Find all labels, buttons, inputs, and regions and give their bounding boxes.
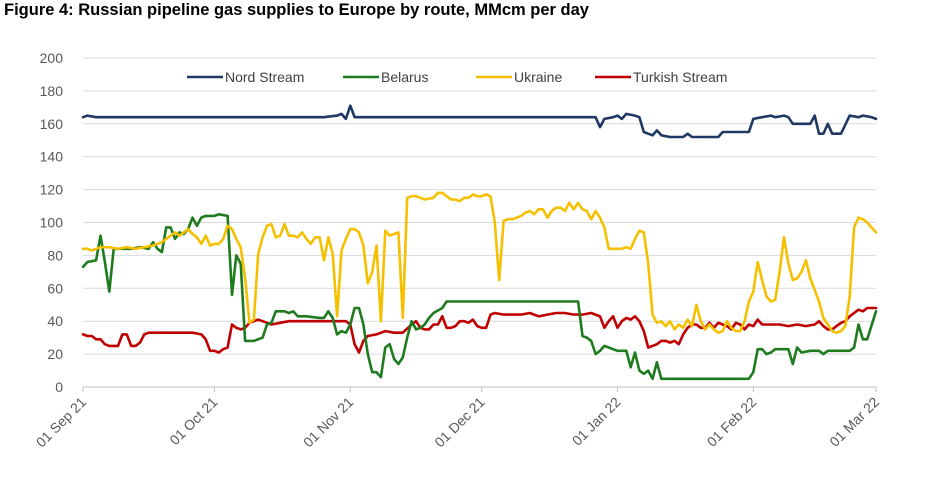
y-tick-label: 20 [47, 346, 63, 362]
x-tick-label: 01 Mar 22 [826, 394, 882, 450]
y-tick-label: 200 [40, 50, 64, 66]
legend-label: Ukraine [514, 69, 562, 85]
legend-label: Belarus [381, 69, 428, 85]
legend: Nord Stream Belarus Ukraine Turkish Stream [187, 69, 727, 85]
y-tick-label: 140 [40, 149, 64, 165]
x-tick-label: 01 Jan 22 [569, 394, 624, 449]
y-tick-label: 40 [47, 313, 63, 329]
legend-label: Turkish Stream [633, 69, 727, 85]
y-tick-label: 60 [47, 280, 63, 296]
series-line-nord-stream [81, 104, 878, 139]
x-axis-ticks: 01 Sep 21 01 Oct 21 01 Nov 21 01 Dec 21 01 J… [33, 387, 882, 451]
series-line-turkish-stream [81, 306, 878, 354]
x-tick-label: 01 Dec 21 [431, 394, 488, 451]
x-tick-label: 01 Sep 21 [33, 394, 90, 451]
y-tick-label: 120 [40, 182, 64, 198]
x-tick-label: 01 Oct 21 [166, 394, 220, 448]
y-tick-label: 80 [47, 247, 63, 263]
y-tick-label: 100 [40, 215, 64, 231]
y-axis-ticks: 0 20 40 60 80 100 120 140 160 180 200 [40, 50, 64, 395]
series-lines [81, 104, 878, 381]
series-line-ukraine [81, 191, 878, 334]
x-tick-label: 01 Feb 22 [704, 394, 760, 450]
y-tick-label: 0 [55, 379, 63, 395]
x-tick-label: 01 Nov 21 [300, 394, 357, 451]
legend-label: Nord Stream [225, 69, 304, 85]
figure-title: Figure 4: Russian pipeline gas supplies … [4, 1, 589, 19]
y-tick-label: 180 [40, 83, 64, 99]
series-line-belarus [81, 213, 878, 381]
y-tick-label: 160 [40, 116, 64, 132]
gridlines [83, 57, 876, 355]
